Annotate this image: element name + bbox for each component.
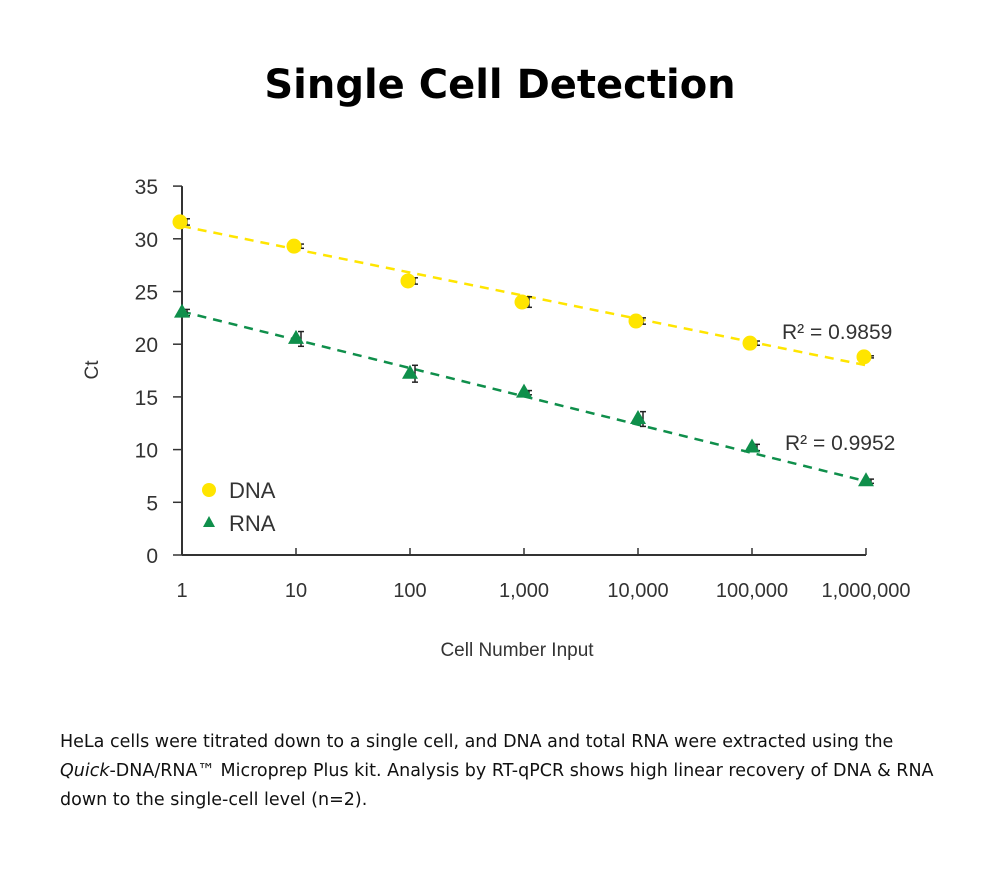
- dna-point: [628, 313, 644, 329]
- rna-point: [516, 383, 532, 398]
- caption-italic: Quick: [60, 761, 110, 781]
- legend-rna-marker: [203, 516, 215, 527]
- rna-point: [288, 329, 304, 344]
- y-axis-label: Ct: [82, 360, 103, 380]
- x-tick-label: 10,000: [607, 580, 668, 602]
- dna-point: [172, 214, 188, 230]
- x-tick-label: 10: [285, 580, 307, 602]
- x-tick-label: 1: [176, 580, 187, 602]
- rna-r2-label: R² = 0.9952: [785, 432, 895, 455]
- x-tick-label: 100: [393, 580, 426, 602]
- legend: DNA RNA: [202, 478, 276, 536]
- y-tick-label: 30: [135, 229, 158, 252]
- rna-point: [174, 303, 190, 318]
- legend-dna-label: DNA: [229, 478, 276, 503]
- caption-text-1: HeLa cells were titrated down to a singl…: [60, 732, 894, 752]
- caption: HeLa cells were titrated down to a singl…: [60, 728, 940, 815]
- y-tick-label: 25: [135, 282, 158, 305]
- rna-point: [858, 472, 874, 487]
- x-tick-label: 1,000,000: [822, 580, 911, 602]
- x-tick-label: 1,000: [499, 580, 549, 602]
- legend-rna-label: RNA: [229, 511, 276, 536]
- x-tick-label: 100,000: [716, 580, 788, 602]
- y-tick-label: 0: [146, 545, 158, 568]
- dna-r2-label: R² = 0.9859: [782, 321, 892, 344]
- dna-point: [856, 349, 872, 365]
- rna-point: [744, 438, 760, 453]
- dna-point: [742, 335, 758, 351]
- legend-dna-marker: [202, 483, 216, 497]
- rna-point: [402, 364, 418, 379]
- y-tick-label: 10: [135, 440, 158, 463]
- x-axis-label: Cell Number Input: [440, 640, 594, 661]
- chart: 0 5 10 15 20 25 30 35 1 10 100 1,000 10,000 100,000 1,…: [82, 176, 911, 661]
- dna-point: [514, 294, 530, 310]
- dna-point: [286, 238, 302, 254]
- page-title: Single Cell Detection: [264, 62, 736, 108]
- y-tick-label: 35: [135, 176, 158, 199]
- dna-point: [400, 273, 416, 289]
- rna-point: [630, 410, 646, 425]
- y-tick-label: 5: [146, 492, 158, 515]
- caption-text-2: -DNA/RNA™ Microprep Plus kit. Analysis b…: [60, 761, 934, 810]
- y-tick-label: 20: [135, 334, 158, 357]
- y-tick-label: 15: [135, 387, 158, 410]
